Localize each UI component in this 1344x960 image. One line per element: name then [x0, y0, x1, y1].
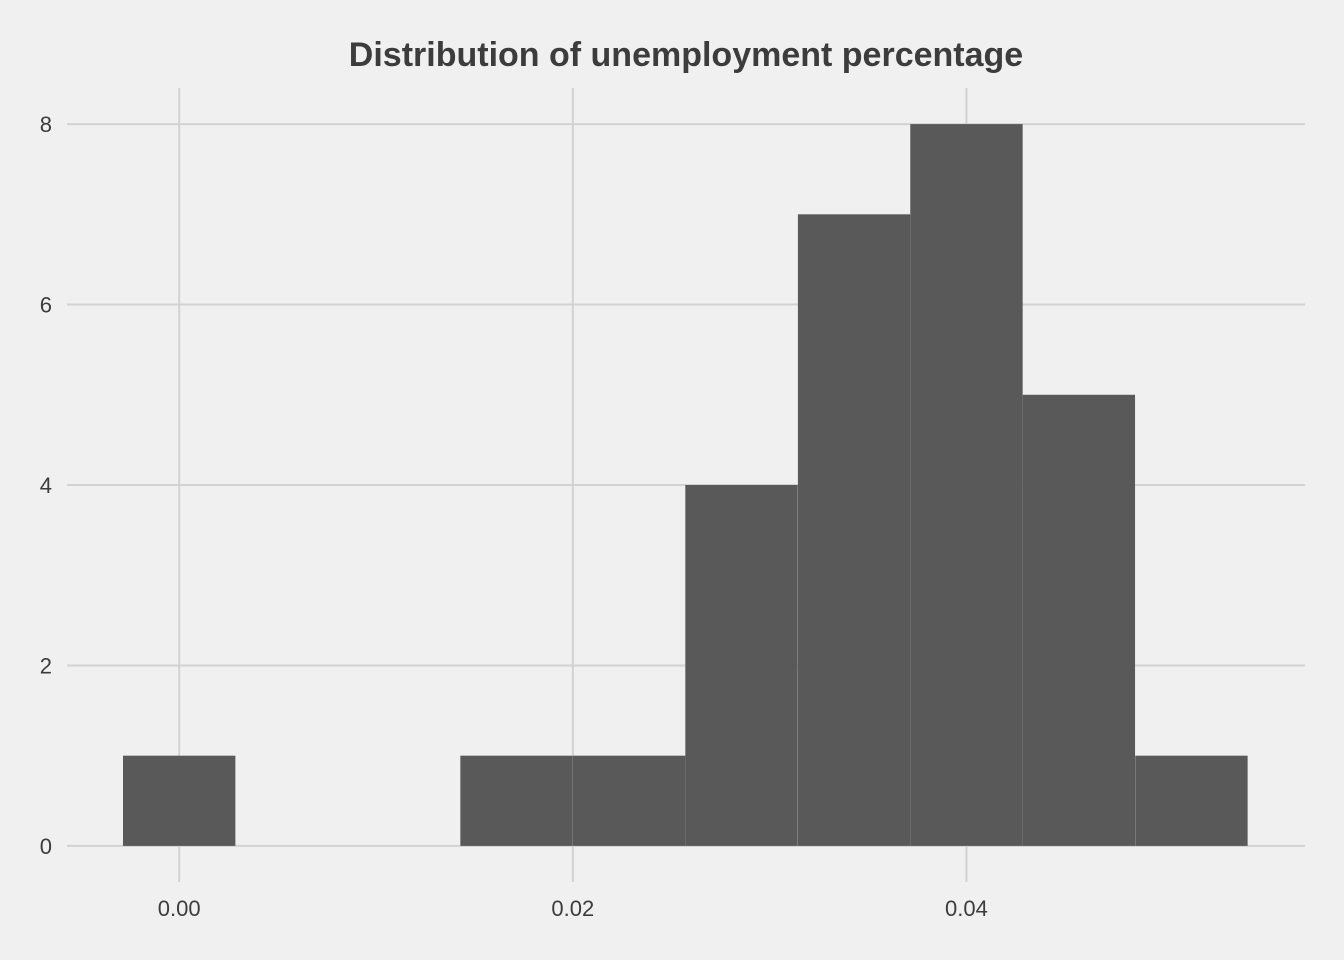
bars — [122, 124, 1248, 846]
histogram-bar — [1022, 394, 1136, 846]
histogram-bar — [910, 124, 1023, 846]
histogram-bar — [685, 485, 798, 846]
chart-title: Distribution of unemployment percentage — [349, 36, 1023, 74]
y-tick-label: 6 — [40, 293, 52, 318]
histogram-bar — [460, 755, 573, 846]
y-tick-label: 0 — [40, 834, 52, 859]
y-tick-label: 2 — [40, 653, 52, 678]
x-tick-label: 0.04 — [945, 896, 988, 921]
y-tick-label: 4 — [40, 473, 52, 498]
y-tick-label: 8 — [40, 112, 52, 137]
histogram-bar — [797, 214, 911, 846]
x-tick-label: 0.00 — [158, 896, 201, 921]
x-tick-label: 0.02 — [551, 896, 594, 921]
y-axis-ticks: 0 2 4 6 8 — [40, 112, 52, 859]
histogram-bar — [572, 755, 686, 846]
histogram-bar — [1135, 755, 1248, 846]
x-axis-ticks: 0.00 0.02 0.04 — [158, 896, 988, 921]
histogram-bar — [122, 755, 236, 846]
